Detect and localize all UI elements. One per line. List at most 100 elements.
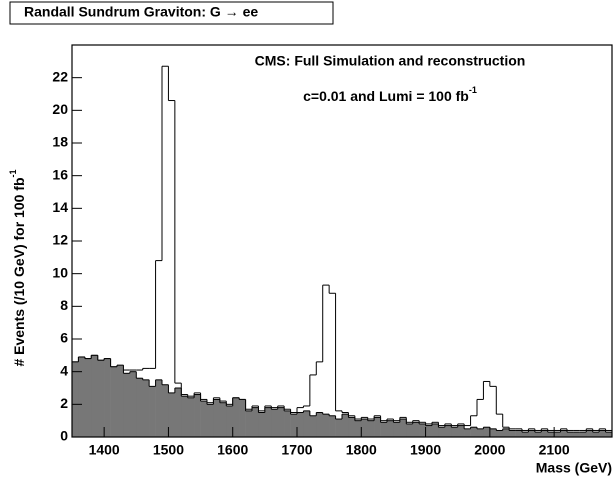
bar: [522, 432, 529, 437]
y-label-sup: -1: [8, 169, 18, 177]
y-tick-label: 6: [60, 330, 68, 346]
bar: [239, 399, 246, 437]
x-tick-label: 1900: [410, 442, 441, 458]
bar: [342, 414, 349, 437]
bar: [444, 425, 452, 437]
bar: [168, 392, 176, 437]
y-tick-label: 8: [60, 297, 68, 313]
bar: [470, 427, 478, 437]
annotation-sup: -1: [469, 85, 477, 95]
x-tick-label: 2100: [539, 442, 570, 458]
x-tick-label: 2000: [474, 442, 505, 458]
bar: [149, 386, 156, 437]
bar: [136, 378, 144, 437]
bar: [457, 425, 465, 437]
bar: [245, 410, 253, 437]
annotation-text: c=0.01 and Lumi = 100 fb: [303, 88, 469, 104]
bar: [335, 419, 343, 437]
y-label-text: # Events (/10 GeV) for 100 fb: [11, 177, 27, 366]
bar: [271, 409, 279, 437]
y-tick-label: 0: [60, 428, 68, 444]
bar: [515, 430, 523, 437]
bar: [419, 423, 426, 437]
bar: [129, 371, 137, 437]
bar: [406, 423, 414, 437]
bar: [496, 430, 504, 437]
bar: [207, 404, 214, 437]
bar: [509, 430, 516, 437]
bar: [219, 402, 227, 437]
bar: [477, 428, 484, 437]
annotation: CMS: Full Simulation and reconstruction: [255, 53, 526, 69]
bar: [316, 412, 324, 437]
y-tick-label: 12: [52, 232, 68, 248]
bar: [226, 405, 234, 437]
y-tick-label: 10: [52, 264, 68, 280]
bar: [174, 388, 182, 437]
bar: [528, 430, 536, 437]
bar: [592, 432, 600, 437]
bar: [84, 358, 92, 437]
bar: [599, 430, 606, 437]
bar: [155, 379, 163, 437]
bar: [464, 428, 471, 437]
bar: [91, 355, 99, 437]
bar: [579, 432, 587, 437]
bar: [348, 417, 356, 437]
bar: [534, 432, 542, 437]
bar: [329, 415, 336, 437]
bar: [117, 365, 124, 437]
bar: [489, 428, 497, 437]
y-tick-label: 20: [52, 101, 68, 117]
bar: [110, 366, 118, 437]
bar: [258, 412, 266, 437]
bar: [432, 423, 439, 437]
bar: [264, 407, 272, 437]
bar: [322, 414, 330, 437]
bar: [194, 394, 201, 437]
bar: [560, 430, 568, 437]
bar: [438, 427, 446, 437]
bar: [252, 407, 259, 437]
bar: [309, 415, 317, 437]
bar: [78, 356, 86, 437]
bar: [412, 422, 420, 437]
bar: [367, 420, 375, 437]
bar: [554, 432, 561, 437]
y-axis-label: # Events (/10 GeV) for 100 fb-1: [8, 169, 26, 366]
bar: [541, 430, 549, 437]
y-tick-label: 2: [60, 395, 68, 411]
bar: [303, 410, 311, 437]
x-tick-label: 1800: [346, 442, 377, 458]
title-box: [9, 1, 334, 25]
bar: [213, 399, 221, 437]
bar: [284, 410, 291, 437]
bar: [573, 432, 581, 437]
bar: [200, 401, 208, 437]
annotation: c=0.01 and Lumi = 100 fb-1: [303, 85, 477, 103]
bar: [547, 432, 555, 437]
bar: [72, 361, 79, 437]
y-tick-label: 14: [52, 199, 68, 215]
bar: [605, 432, 613, 437]
bar: [277, 407, 285, 437]
bar: [380, 422, 388, 437]
y-tick-label: 22: [52, 68, 68, 84]
x-axis-label: Mass (GeV): [536, 460, 612, 476]
x-tick-label: 1600: [217, 442, 248, 458]
bar: [586, 430, 594, 437]
bar: [567, 432, 574, 437]
bar: [425, 425, 433, 437]
x-tick-label: 1500: [153, 442, 184, 458]
bar: [354, 420, 362, 437]
bar: [393, 422, 401, 437]
y-tick-label: 18: [52, 134, 68, 150]
bar: [104, 358, 111, 437]
y-tick-label: 4: [60, 362, 68, 378]
bar: [361, 419, 369, 437]
x-tick-label: 1400: [89, 442, 120, 458]
bar: [142, 379, 150, 437]
bar: [187, 397, 195, 437]
bar: [123, 373, 131, 437]
x-tick-label: 1700: [281, 442, 312, 458]
